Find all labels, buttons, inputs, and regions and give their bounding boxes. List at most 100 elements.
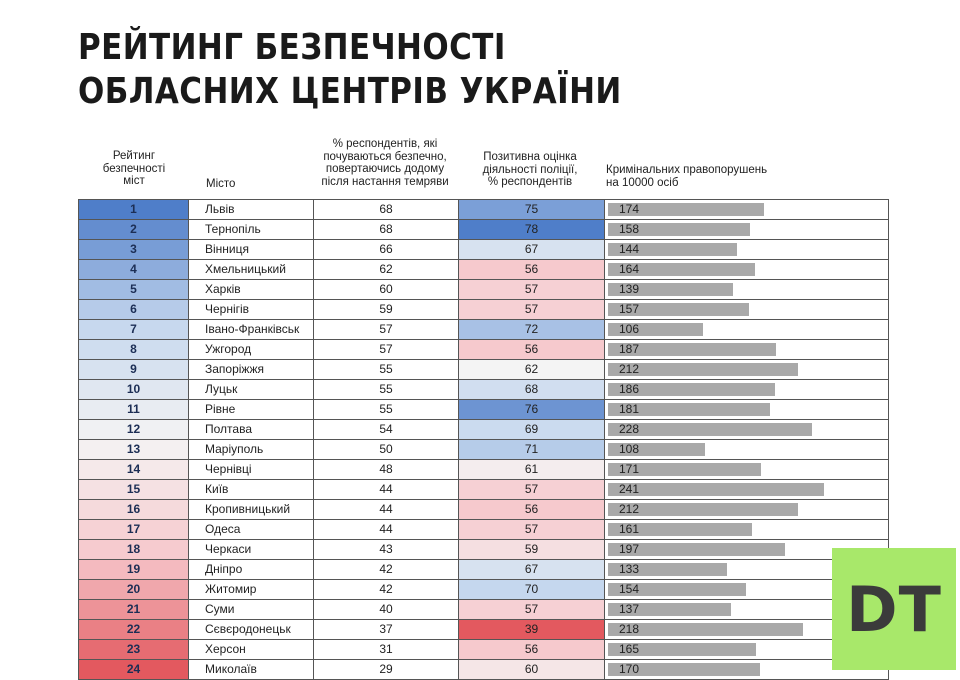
crime-bar: [608, 463, 761, 476]
police-pct-cell: 71: [459, 440, 605, 459]
safe-pct-cell: 60: [314, 280, 459, 299]
crime-bar: [608, 203, 764, 216]
crime-cell: 212: [605, 360, 889, 379]
police-pct-cell: 69: [459, 420, 605, 439]
crime-cell: 108: [605, 440, 889, 459]
city-cell: Чернівці: [189, 460, 314, 479]
crime-bar: [608, 483, 824, 496]
rank-cell: 6: [79, 300, 189, 319]
header-rank-line: Рейтинг: [112, 150, 156, 162]
crime-bar: [608, 643, 756, 656]
table-row: 6 Чернігів 59 57 157: [79, 300, 889, 320]
header-rank: Рейтинг безпечності міст: [80, 150, 188, 188]
header-crime: Кримінальних правопорушень на 10000 осіб: [606, 164, 767, 189]
crime-value-label: 212: [619, 502, 640, 516]
police-pct-cell: 60: [459, 660, 605, 679]
crime-bar: [608, 503, 798, 516]
crime-cell: 170: [605, 660, 889, 679]
rank-cell: 17: [79, 520, 189, 539]
crime-value-label: 187: [619, 342, 640, 356]
crime-value-label: 137: [619, 602, 640, 616]
police-pct-cell: 56: [459, 260, 605, 279]
rank-cell: 20: [79, 580, 189, 599]
crime-value-label: 108: [619, 442, 640, 456]
table-row: 1 Львів 68 75 174: [79, 200, 889, 220]
header-safe-line: % респондентів, які: [332, 138, 438, 150]
crime-cell: 181: [605, 400, 889, 419]
crime-cell: 228: [605, 420, 889, 439]
rank-cell: 21: [79, 600, 189, 619]
crime-cell: 161: [605, 520, 889, 539]
city-cell: Тернопіль: [189, 220, 314, 239]
rank-cell: 3: [79, 240, 189, 259]
rank-cell: 23: [79, 640, 189, 659]
crime-value-label: 186: [619, 382, 640, 396]
crime-cell: 154: [605, 580, 889, 599]
safe-pct-cell: 68: [314, 200, 459, 219]
table-row: 9 Запоріжжя 55 62 212: [79, 360, 889, 380]
header-rank-line: безпечності: [102, 162, 166, 175]
city-cell: Кропивницький: [189, 500, 314, 519]
rank-cell: 13: [79, 440, 189, 459]
police-pct-cell: 56: [459, 640, 605, 659]
police-pct-cell: 76: [459, 400, 605, 419]
crime-cell: 158: [605, 220, 889, 239]
crime-value-label: 174: [619, 202, 640, 216]
police-pct-cell: 78: [459, 220, 605, 239]
rank-cell: 22: [79, 620, 189, 639]
header-city-line: Місто: [206, 178, 236, 190]
crime-cell: 171: [605, 460, 889, 479]
city-cell: Дніпро: [189, 560, 314, 579]
city-cell: Сєвєродонецьк: [189, 620, 314, 639]
rank-cell: 9: [79, 360, 189, 379]
police-pct-cell: 61: [459, 460, 605, 479]
rank-cell: 10: [79, 380, 189, 399]
safety-rating-table: 1 Львів 68 75 174 2 Тернопіль 68 78 158 3 Вінниця 66…: [78, 199, 889, 680]
crime-value-label: 154: [619, 582, 640, 596]
table-row: 10 Луцьк 55 68 186: [79, 380, 889, 400]
safe-pct-cell: 57: [314, 340, 459, 359]
crime-value-label: 170: [619, 662, 640, 676]
crime-cell: 164: [605, 260, 889, 279]
crime-value-label: 164: [619, 262, 640, 276]
safe-pct-cell: 55: [314, 380, 459, 399]
crime-cell: 218: [605, 620, 889, 639]
police-pct-cell: 57: [459, 280, 605, 299]
police-pct-cell: 70: [459, 580, 605, 599]
page-title: РЕЙТИНГ БЕЗПЕЧНОСТІ ОБЛАСНИХ ЦЕНТРІВ УКР…: [78, 26, 622, 114]
city-cell: Одеса: [189, 520, 314, 539]
crime-value-label: 106: [619, 322, 640, 336]
table-row: 12 Полтава 54 69 228: [79, 420, 889, 440]
table-row: 7 Івано-Франківськ 57 72 106: [79, 320, 889, 340]
rank-cell: 15: [79, 480, 189, 499]
header-police-line: Позитивна оцінка: [483, 151, 577, 163]
rank-cell: 5: [79, 280, 189, 299]
table-row: 20 Житомир 42 70 154: [79, 580, 889, 600]
police-pct-cell: 68: [459, 380, 605, 399]
header-safe-line: після настання темряви: [321, 175, 449, 188]
city-cell: Запоріжжя: [189, 360, 314, 379]
city-cell: Харків: [189, 280, 314, 299]
crime-bar: [608, 443, 705, 456]
safe-pct-cell: 48: [314, 460, 459, 479]
crime-value-label: 171: [619, 462, 640, 476]
table-row: 23 Херсон 31 56 165: [79, 640, 889, 660]
crime-bar: [608, 523, 752, 536]
crime-bar: [608, 363, 798, 376]
rank-cell: 4: [79, 260, 189, 279]
police-pct-cell: 57: [459, 600, 605, 619]
crime-cell: 212: [605, 500, 889, 519]
header-police: Позитивна оцінка діяльності поліції, % р…: [458, 151, 602, 189]
table-row: 21 Суми 40 57 137: [79, 600, 889, 620]
rank-cell: 19: [79, 560, 189, 579]
police-pct-cell: 72: [459, 320, 605, 339]
city-cell: Вінниця: [189, 240, 314, 259]
crime-bar: [608, 403, 770, 416]
rank-cell: 12: [79, 420, 189, 439]
crime-value-label: 212: [619, 362, 640, 376]
safe-pct-cell: 43: [314, 540, 459, 559]
safe-pct-cell: 66: [314, 240, 459, 259]
rank-cell: 24: [79, 660, 189, 679]
crime-cell: 144: [605, 240, 889, 259]
police-pct-cell: 62: [459, 360, 605, 379]
